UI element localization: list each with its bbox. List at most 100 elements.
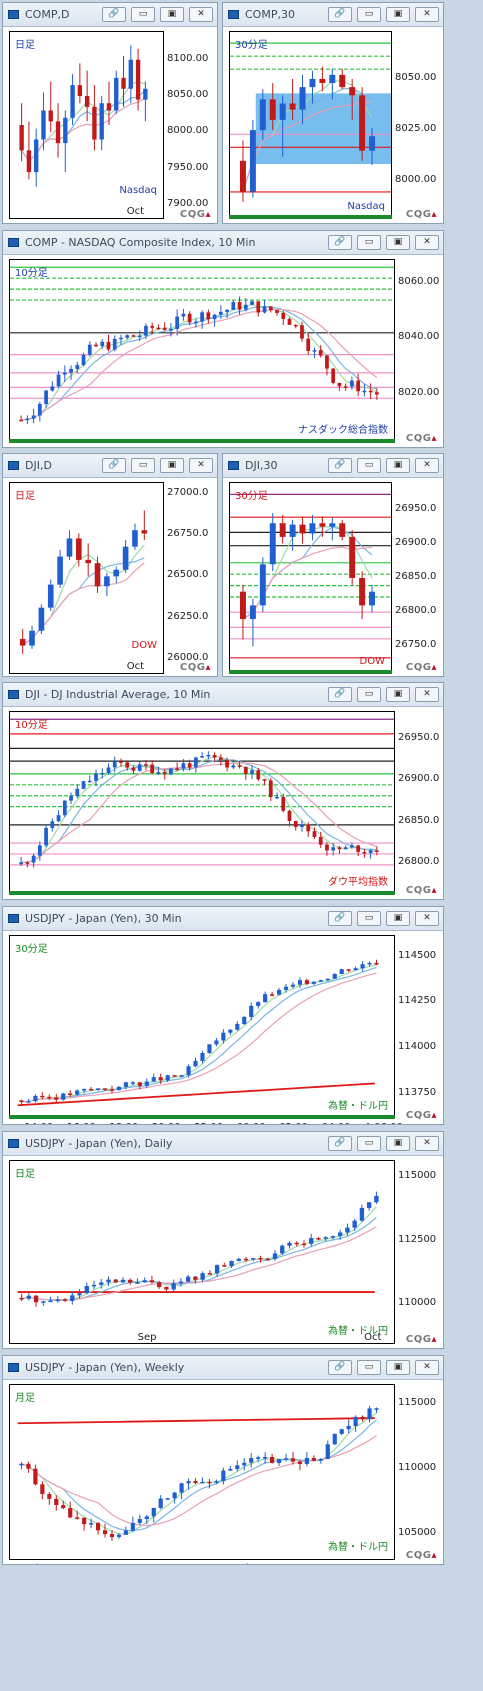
cqg-logo: CQG▴	[405, 662, 437, 673]
chart-window-usdjpy-30[interactable]: USDJPY - Japan (Yen), 30 Min 🔗 ▭ ▣ ✕ 30分足 為替・ド…	[2, 906, 444, 1125]
chart-window-comp-d[interactable]: COMP,D 🔗 ▭ ▣ ✕ 日足 Nasdaq 8100.00 8050.00 8000.00 7…	[2, 2, 218, 224]
chart-window-dji-10[interactable]: DJI - DJ Industrial Average, 10 Min 🔗 ▭ ▣ ✕ 1…	[2, 682, 444, 900]
title-bar[interactable]: USDJPY - Japan (Yen), Daily 🔗 ▭ ▣ ✕	[3, 1132, 443, 1156]
minimize-button[interactable]: ▭	[357, 458, 381, 473]
maximize-button[interactable]: ▣	[386, 687, 410, 702]
link-icon[interactable]: 🔗	[328, 458, 352, 473]
close-button[interactable]: ✕	[415, 1136, 439, 1151]
y-tick-label: 8040.00	[398, 331, 440, 343]
title-bar[interactable]: USDJPY - Japan (Yen), Weekly 🔗 ▭ ▣ ✕	[3, 1356, 443, 1380]
link-icon[interactable]: 🔗	[328, 235, 352, 250]
candle-body	[144, 325, 148, 336]
link-icon[interactable]: 🔗	[328, 687, 352, 702]
candle-body	[19, 638, 26, 646]
candle-body	[221, 1032, 226, 1041]
close-button[interactable]: ✕	[189, 458, 213, 473]
candle-body	[172, 1075, 177, 1077]
minimize-button[interactable]: ▭	[357, 1136, 381, 1151]
candle-body	[99, 1282, 104, 1285]
chart-pane[interactable]: 月足 為替・ドル円	[9, 1384, 395, 1560]
y-tick-label: 110000	[398, 1461, 437, 1473]
window-title: USDJPY - Japan (Yen), 30 Min	[25, 912, 182, 925]
title-bar[interactable]: DJI,30 🔗 ▭ ▣ ✕	[223, 454, 443, 478]
candle-body	[33, 1468, 38, 1485]
maximize-button[interactable]: ▣	[386, 7, 410, 22]
y-tick-label: 113750	[398, 1086, 437, 1098]
close-button[interactable]: ✕	[189, 7, 213, 22]
candle-body	[54, 1097, 59, 1100]
minimize-button[interactable]: ▭	[357, 687, 381, 702]
candle-body	[131, 335, 136, 337]
chart-pane[interactable]: 10分足 ナスダック総合指数	[9, 259, 395, 443]
chart-window-comp-30[interactable]: COMP,30 🔗 ▭ ▣ ✕ 30分足 Nasdaq 8050.00 8025.00 8000.…	[222, 2, 444, 224]
minimize-button[interactable]: ▭	[357, 911, 381, 926]
candle-body	[175, 768, 180, 770]
link-icon[interactable]: 🔗	[328, 1360, 352, 1375]
close-button[interactable]: ✕	[415, 1360, 439, 1375]
maximize-button[interactable]: ▣	[386, 458, 410, 473]
candle-body	[38, 607, 45, 631]
link-icon[interactable]: 🔗	[328, 1136, 352, 1151]
candle-body	[332, 973, 337, 979]
maximize-button[interactable]: ▣	[160, 458, 184, 473]
close-button[interactable]: ✕	[415, 911, 439, 926]
candle-body	[25, 862, 30, 864]
candle-body	[337, 847, 342, 850]
chart-pane[interactable]: 日足 DOW	[9, 482, 164, 674]
chart-window-dji-d[interactable]: DJI,D 🔗 ▭ ▣ ✕ 日足 DOW 27000.0 26750.0 26500.0 26250…	[2, 453, 218, 677]
title-bar[interactable]: DJI - DJ Industrial Average, 10 Min 🔗 ▭ ▣ ✕	[3, 683, 443, 707]
chart-window-dji-30[interactable]: DJI,30 🔗 ▭ ▣ ✕ 30分足 DOW 26950.0 26900.0 26850.0 26…	[222, 453, 444, 677]
maximize-button[interactable]: ▣	[386, 1360, 410, 1375]
chart-window-comp-10[interactable]: COMP - NASDAQ Composite Index, 10 Min 🔗 ▭ ▣…	[2, 230, 444, 448]
candle-body	[87, 344, 92, 355]
minimize-button[interactable]: ▭	[131, 7, 155, 22]
chart-window-usdjpy-w[interactable]: USDJPY - Japan (Yen), Weekly 🔗 ▭ ▣ ✕ 月足 為替・ドル円…	[2, 1355, 444, 1565]
symbol-label: 為替・ドル円	[328, 1542, 388, 1553]
chart-window-icon	[8, 1363, 19, 1372]
candle-body	[31, 415, 36, 419]
minimize-button[interactable]: ▭	[357, 7, 381, 22]
candle-body	[297, 1461, 303, 1464]
minimize-button[interactable]: ▭	[357, 235, 381, 250]
link-icon[interactable]: 🔗	[328, 7, 352, 22]
link-icon[interactable]: 🔗	[102, 458, 126, 473]
candle-body	[259, 564, 266, 606]
chart-pane[interactable]: 日足 為替・ドル円	[9, 1160, 395, 1344]
y-axis: 8060.00 8040.00 8020.00	[398, 259, 442, 443]
candle-body	[228, 1029, 233, 1033]
candle-body	[318, 836, 323, 845]
chart-pane[interactable]: 10分足 ダウ平均指数	[9, 711, 395, 895]
title-bar[interactable]: DJI,D 🔗 ▭ ▣ ✕	[3, 454, 217, 478]
candle-body	[137, 335, 142, 338]
maximize-button[interactable]: ▣	[386, 911, 410, 926]
minimize-button[interactable]: ▭	[357, 1360, 381, 1375]
maximize-button[interactable]: ▣	[386, 1136, 410, 1151]
candle-body	[130, 1082, 135, 1084]
title-bar[interactable]: COMP,30 🔗 ▭ ▣ ✕	[223, 3, 443, 27]
chart-window-usdjpy-d[interactable]: USDJPY - Japan (Yen), Daily 🔗 ▭ ▣ ✕ 日足 為替・ドル円 1…	[2, 1131, 444, 1349]
candle-body	[89, 1523, 94, 1525]
candle-body	[112, 761, 117, 768]
maximize-button[interactable]: ▣	[386, 235, 410, 250]
candle-body	[26, 150, 32, 173]
close-button[interactable]: ✕	[415, 458, 439, 473]
chart-pane[interactable]: 30分足 Nasdaq	[229, 31, 392, 219]
minimize-button[interactable]: ▭	[131, 458, 155, 473]
candle-body	[207, 1044, 212, 1053]
title-bar[interactable]: USDJPY - Japan (Yen), 30 Min 🔗 ▭ ▣ ✕	[3, 907, 443, 931]
title-bar[interactable]: COMP - NASDAQ Composite Index, 10 Min 🔗 ▭ ▣…	[3, 231, 443, 255]
link-icon[interactable]: 🔗	[102, 7, 126, 22]
link-icon[interactable]: 🔗	[328, 911, 352, 926]
candle-body	[144, 764, 148, 766]
chart-pane[interactable]: 30分足 DOW	[229, 482, 392, 674]
title-bar[interactable]: COMP,D 🔗 ▭ ▣ ✕	[3, 3, 217, 27]
close-button[interactable]: ✕	[415, 687, 439, 702]
candle-body	[332, 1433, 337, 1445]
chart-pane[interactable]: 30分足 為替・ドル円	[9, 935, 395, 1119]
maximize-button[interactable]: ▣	[160, 7, 184, 22]
close-button[interactable]: ✕	[415, 7, 439, 22]
close-button[interactable]: ✕	[415, 235, 439, 250]
candle-body	[56, 374, 61, 387]
candle-body	[114, 77, 119, 111]
chart-pane[interactable]: 日足 Nasdaq	[9, 31, 164, 219]
